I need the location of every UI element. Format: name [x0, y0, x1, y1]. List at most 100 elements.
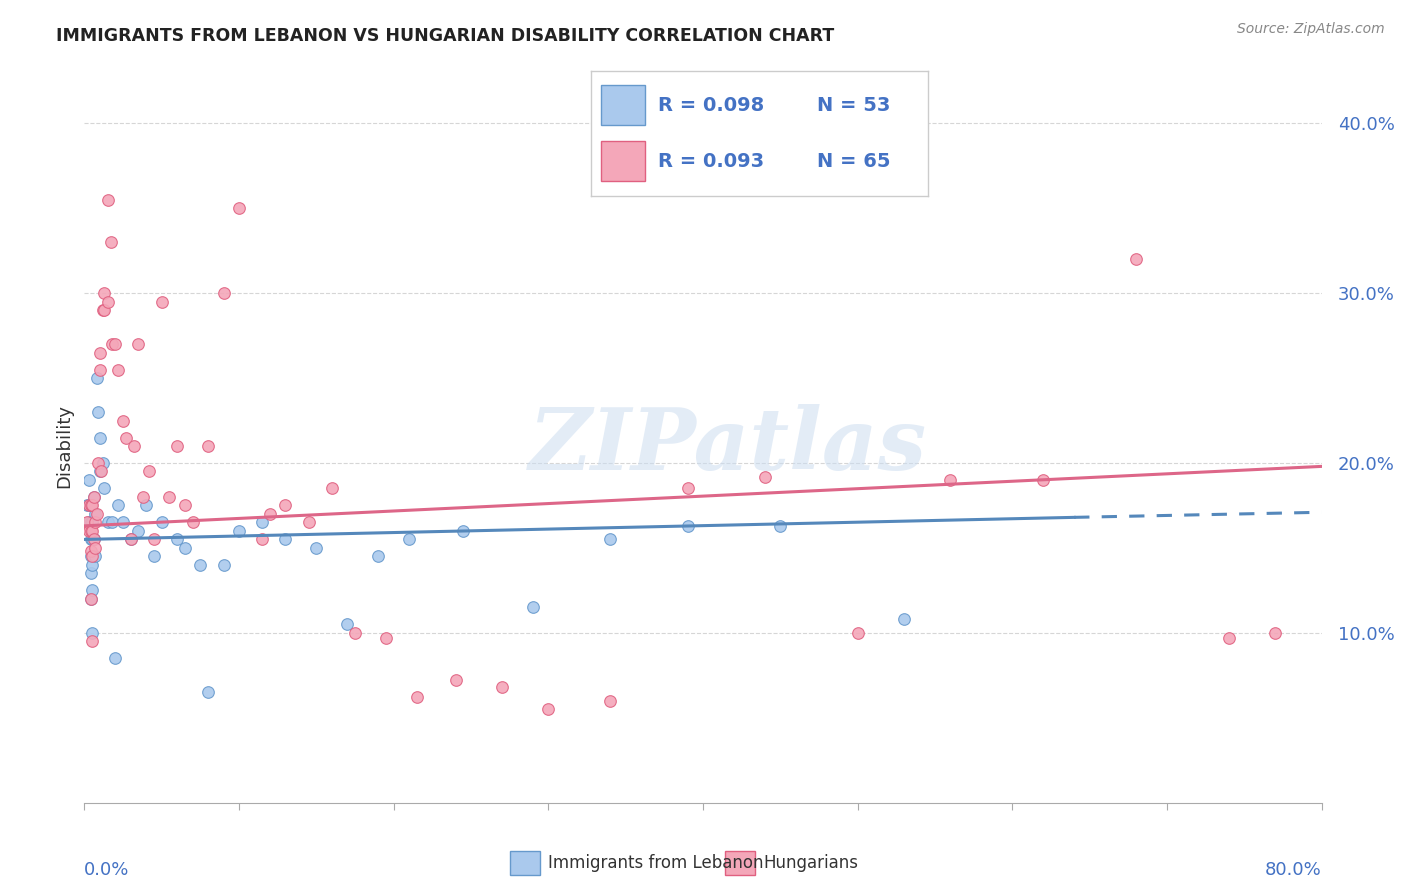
- Point: [96, 193, 118, 207]
- Point: [181, 516, 204, 530]
- Point: [212, 558, 235, 572]
- Point: [100, 235, 122, 249]
- Point: [274, 533, 297, 547]
- Point: [143, 533, 166, 547]
- Point: [89, 465, 111, 479]
- Point: [367, 549, 389, 564]
- Point: [250, 533, 273, 547]
- Point: [101, 337, 124, 351]
- Point: [250, 516, 273, 530]
- Point: [79, 566, 101, 581]
- Point: [228, 524, 250, 538]
- Text: Immigrants from Lebanon: Immigrants from Lebanon: [548, 854, 763, 872]
- Text: Source: ZipAtlas.com: Source: ZipAtlas.com: [1237, 22, 1385, 37]
- Point: [297, 516, 319, 530]
- Text: 80.0%: 80.0%: [1265, 861, 1322, 879]
- Point: [82, 634, 104, 648]
- Point: [112, 516, 135, 530]
- Point: [83, 490, 105, 504]
- Point: [754, 469, 776, 483]
- Y-axis label: Disability: Disability: [55, 404, 73, 488]
- Text: Hungarians: Hungarians: [763, 854, 859, 872]
- Point: [77, 499, 100, 513]
- Point: [112, 413, 135, 427]
- Point: [197, 685, 219, 699]
- Point: [132, 490, 155, 504]
- Point: [89, 345, 111, 359]
- Point: [79, 524, 101, 538]
- Point: [405, 690, 427, 705]
- Point: [96, 516, 118, 530]
- Point: [82, 549, 104, 564]
- Bar: [600, 141, 644, 181]
- Point: [537, 702, 560, 716]
- Point: [91, 456, 114, 470]
- Bar: [510, 851, 540, 875]
- Bar: [725, 851, 755, 875]
- Point: [79, 499, 101, 513]
- Text: N = 65: N = 65: [817, 152, 890, 170]
- Point: [83, 533, 105, 547]
- Point: [79, 533, 101, 547]
- Point: [374, 631, 398, 645]
- Point: [82, 626, 104, 640]
- Point: [212, 286, 235, 301]
- Point: [82, 499, 104, 513]
- Point: [166, 533, 188, 547]
- Point: [120, 533, 142, 547]
- Point: [77, 499, 100, 513]
- Point: [135, 499, 157, 513]
- Point: [305, 541, 328, 555]
- Point: [79, 499, 101, 513]
- Point: [444, 673, 467, 688]
- Point: [79, 549, 101, 564]
- Point: [846, 626, 869, 640]
- Point: [79, 516, 101, 530]
- Point: [76, 499, 98, 513]
- Point: [274, 499, 297, 513]
- Point: [893, 612, 915, 626]
- Point: [599, 694, 621, 708]
- Point: [127, 337, 149, 351]
- Point: [84, 549, 107, 564]
- Text: R = 0.098: R = 0.098: [658, 95, 765, 114]
- Point: [197, 439, 219, 453]
- Point: [1218, 631, 1240, 645]
- Point: [104, 337, 127, 351]
- Point: [174, 499, 197, 513]
- Point: [82, 516, 104, 530]
- Point: [79, 591, 101, 606]
- Point: [107, 362, 129, 376]
- Point: [82, 583, 104, 598]
- Point: [676, 482, 699, 496]
- Point: [82, 533, 104, 547]
- Text: N = 53: N = 53: [817, 95, 890, 114]
- Point: [398, 533, 420, 547]
- Point: [1125, 252, 1147, 266]
- Point: [91, 303, 114, 318]
- Point: [1264, 626, 1286, 640]
- Point: [84, 541, 107, 555]
- Point: [90, 465, 112, 479]
- Point: [76, 516, 98, 530]
- Point: [228, 201, 250, 215]
- Point: [89, 430, 111, 444]
- Point: [491, 680, 513, 694]
- Text: ZIPatlas: ZIPatlas: [529, 404, 927, 488]
- Bar: [600, 85, 644, 125]
- Point: [87, 405, 110, 419]
- Point: [83, 490, 105, 504]
- Point: [84, 516, 107, 530]
- Point: [82, 524, 104, 538]
- Point: [93, 303, 115, 318]
- Point: [82, 558, 104, 572]
- Point: [150, 516, 173, 530]
- Point: [77, 516, 100, 530]
- Point: [84, 507, 107, 521]
- Point: [676, 519, 699, 533]
- Point: [101, 516, 124, 530]
- Point: [188, 558, 211, 572]
- Point: [93, 482, 115, 496]
- Point: [89, 362, 111, 376]
- Point: [87, 456, 110, 470]
